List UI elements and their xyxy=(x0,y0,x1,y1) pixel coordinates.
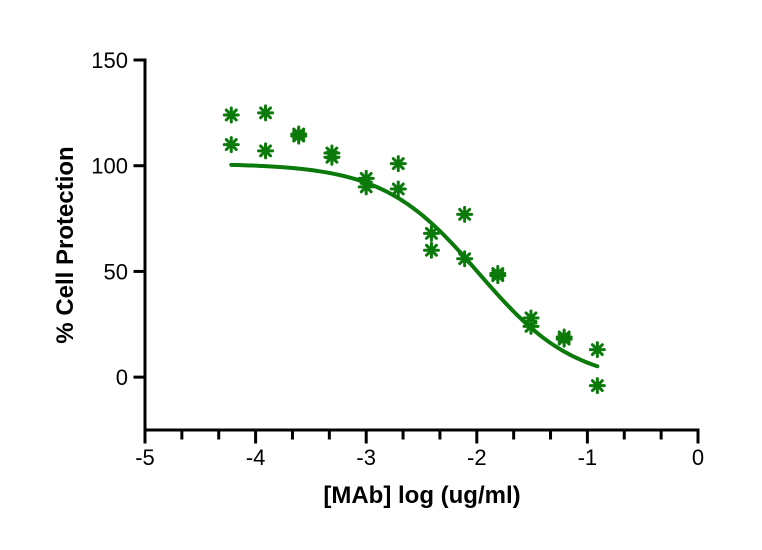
data-point xyxy=(257,142,275,160)
data-point xyxy=(456,205,474,223)
data-point-center xyxy=(561,336,567,342)
data-point xyxy=(588,341,606,359)
data-point-center xyxy=(229,112,234,118)
data-point xyxy=(222,106,240,124)
data-point xyxy=(422,241,440,259)
data-point xyxy=(290,127,308,145)
data-point xyxy=(257,104,275,122)
data-point xyxy=(489,267,507,285)
y-tick-label: 0 xyxy=(116,365,128,390)
data-point-center xyxy=(296,133,301,139)
data-point xyxy=(456,250,474,268)
data-point-center xyxy=(329,155,335,160)
data-point-center xyxy=(595,347,600,352)
x-tick-label: -3 xyxy=(356,445,376,470)
data-point xyxy=(389,155,407,173)
data-point-center xyxy=(495,273,501,278)
x-tick-label: -5 xyxy=(135,445,155,470)
data-point-center xyxy=(396,161,401,166)
data-point xyxy=(323,148,341,166)
data-point-center xyxy=(396,186,401,192)
data-point-center xyxy=(462,212,467,217)
x-tick-label: -1 xyxy=(578,445,598,470)
data-point xyxy=(422,224,440,242)
y-tick-label: 150 xyxy=(91,48,128,73)
data-point xyxy=(522,317,540,335)
data-point-center xyxy=(229,142,234,147)
y-axis-title: % Cell Protection xyxy=(52,146,79,343)
data-point-center xyxy=(462,256,467,261)
y-tick-label: 50 xyxy=(104,259,128,284)
x-tick-label: 0 xyxy=(692,445,704,470)
data-point-center xyxy=(528,324,534,329)
data-point-center xyxy=(364,184,369,190)
fit-curve xyxy=(229,162,600,369)
data-point-center xyxy=(595,383,600,388)
fit-curve-layer xyxy=(229,162,600,369)
data-point xyxy=(222,136,240,154)
axes: 0 50 100 150 -5 -4 -3 -2 -1 0 xyxy=(91,48,704,470)
data-point xyxy=(588,377,606,395)
data-point xyxy=(555,330,573,348)
x-axis-title: [MAb] log (ug/ml) xyxy=(323,482,520,509)
data-point-center xyxy=(263,110,268,116)
x-tick-label: -2 xyxy=(467,445,487,470)
data-point-center xyxy=(263,148,268,154)
x-tick-label: -4 xyxy=(246,445,266,470)
data-point-center xyxy=(429,231,434,236)
data-point xyxy=(357,178,375,196)
data-point xyxy=(389,180,407,198)
data-point-center xyxy=(429,248,434,253)
y-tick-label: 100 xyxy=(91,154,128,179)
data-points-layer xyxy=(222,104,606,395)
